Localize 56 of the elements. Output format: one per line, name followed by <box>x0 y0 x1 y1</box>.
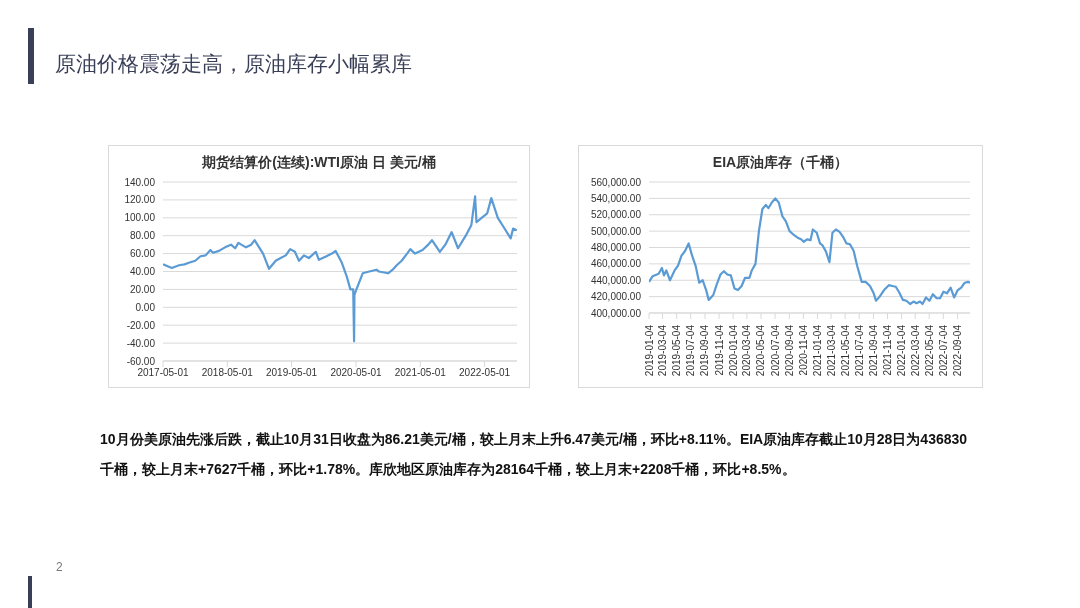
text: 10月份美原油先涨后跌，截止10月31日收盘为86.21美元/桶，较上月末上升6.47美元/桶，环比+8.11%。EIA原油库存截止10月28日为436830千桶，较上月末+7627千桶，环比+1.78%。库欣地区原油库存为28164千桶，较上月末+2208千桶，环比+8.5%。 <box>100 431 968 477</box>
line-series <box>649 197 970 306</box>
x-tick-label: 2022-01-04 <box>896 324 908 377</box>
x-tick-label: 2019-11-04 <box>713 324 725 376</box>
x-tick-label: 2021-03-04 <box>825 324 837 377</box>
y-tick-label: 460,000.00 <box>590 258 642 270</box>
x-tick-label: 2021-11-04 <box>882 324 893 376</box>
y-tick-label: 400,000.00 <box>590 307 642 319</box>
x-tick-label: 2019-01-04 <box>643 324 655 377</box>
x-tick-label: 2021-07-04 <box>853 324 865 377</box>
x-tick-label: 2017-05-01 <box>137 367 190 379</box>
y-tick-label: 60.00 <box>129 248 156 260</box>
x-tick-label: 2021-05-01 <box>394 367 447 379</box>
y-tick-label: 500,000.00 <box>590 225 642 237</box>
text: 2 <box>56 560 63 574</box>
y-tick-label: 480,000.00 <box>590 242 642 254</box>
y-tick-label: -20.00 <box>126 319 156 331</box>
x-tick-label: 2020-05-04 <box>755 324 767 377</box>
y-tick-label: 80.00 <box>129 230 156 242</box>
x-tick-label: 2019-07-04 <box>685 324 697 377</box>
x-tick-label: 2021-01-04 <box>811 324 823 377</box>
x-tick-label: 2022-05-01 <box>459 367 511 379</box>
y-tick-label: 0.00 <box>135 301 156 313</box>
y-tick-label: 40.00 <box>129 266 156 278</box>
x-tick-label: 2021-05-04 <box>839 324 851 377</box>
x-tick-label: 2018-05-01 <box>201 367 254 379</box>
y-tick-label: 140.00 <box>124 176 156 188</box>
x-tick-label: 2020-09-04 <box>783 324 795 377</box>
x-tick-label: 2019-05-04 <box>671 324 683 377</box>
x-tick-label: 2020-01-04 <box>727 324 739 377</box>
chart-title: 期货结算价(连续):WTI原油 日 美元/桶 <box>202 154 436 170</box>
x-tick-label: 2022-05-04 <box>923 324 935 377</box>
y-tick-label: 440,000.00 <box>590 274 642 286</box>
y-tick-label: 420,000.00 <box>590 291 642 303</box>
chart-title: EIA原油库存（千桶） <box>712 154 849 170</box>
y-tick-label: 560,000.00 <box>590 176 642 188</box>
x-tick-label: 2022-09-04 <box>952 324 964 377</box>
x-tick-label: 2019-09-04 <box>699 324 711 377</box>
x-tick-label: 2022-07-04 <box>937 324 949 377</box>
x-tick-label: 2022-03-04 <box>909 324 921 377</box>
y-tick-label: 100.00 <box>124 212 156 224</box>
y-tick-label: -40.00 <box>126 337 156 349</box>
x-tick-label: 2019-03-04 <box>657 324 669 377</box>
line-series <box>163 195 517 343</box>
y-tick-label: 20.00 <box>129 283 156 295</box>
x-tick-label: 2020-03-04 <box>741 324 753 377</box>
y-tick-label: 520,000.00 <box>590 209 642 221</box>
y-tick-label: 120.00 <box>124 194 156 206</box>
x-tick-label: 2020-11-04 <box>797 324 809 376</box>
x-tick-label: 2019-05-01 <box>265 367 318 379</box>
y-tick-label: -60.00 <box>126 355 156 367</box>
y-tick-label: 540,000.00 <box>590 192 642 204</box>
text: 原油价格震荡走高，原油库存小幅累库 <box>55 52 412 75</box>
x-tick-label: 2020-07-04 <box>769 324 781 377</box>
x-tick-label: 2020-05-01 <box>330 367 383 379</box>
x-tick-label: 2021-09-04 <box>867 324 879 377</box>
